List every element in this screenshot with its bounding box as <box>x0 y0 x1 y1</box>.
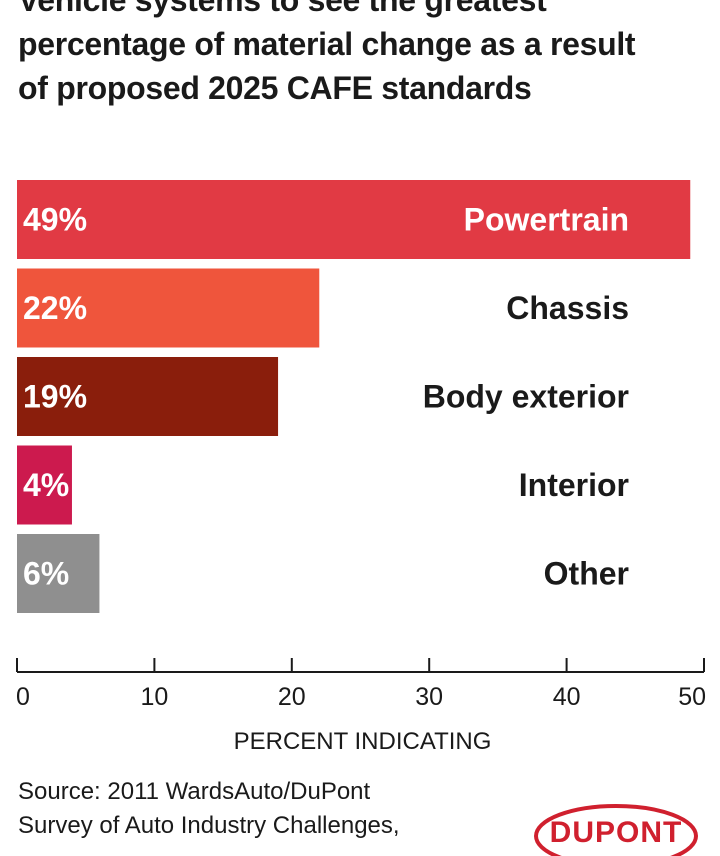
category-label-chassis: Chassis <box>506 290 629 326</box>
category-label-other: Other <box>544 556 629 592</box>
x-tick-label-0: 0 <box>16 683 30 711</box>
bar-chassis <box>17 268 320 348</box>
bar-chart: 49% Powertrain 22% Chassis 19% Body exterior 4… <box>16 180 706 755</box>
x-tick-label-30: 30 <box>415 683 443 711</box>
bar-interior <box>17 445 72 525</box>
category-label-body-exterior: Body exterior <box>423 379 629 415</box>
x-tick-label-50: 50 <box>678 683 706 711</box>
dupont-logo: DUPONT <box>534 804 698 856</box>
data-label-other: 6% <box>23 556 69 592</box>
bar-other <box>17 534 100 613</box>
x-axis-title: PERCENT INDICATING <box>234 728 492 755</box>
data-label-powertrain: 49% <box>23 202 87 238</box>
category-label-powertrain: Powertrain <box>464 202 629 238</box>
source-line-2: Survey of Auto Industry Challenges, <box>18 812 400 839</box>
source-line-1: Source: 2011 WardsAuto/DuPont <box>18 778 371 805</box>
data-label-interior: 4% <box>23 467 69 503</box>
data-label-chassis: 22% <box>23 290 87 326</box>
svg-text:DUPONT: DUPONT <box>550 816 683 849</box>
bar-body-exterior <box>17 357 279 436</box>
chart-title: Vehicle systems to see the greatest perc… <box>18 0 708 110</box>
x-tick-label-20: 20 <box>278 683 306 711</box>
source-note: Source: 2011 WardsAuto/DuPont Survey of … <box>18 775 400 843</box>
chart-title-line-2: percentage of material change as a resul… <box>18 26 636 62</box>
data-label-body-exterior: 19% <box>23 379 87 415</box>
chart-title-line-3: of proposed 2025 CAFE standards <box>18 70 532 106</box>
x-tick-label-40: 40 <box>553 683 581 711</box>
category-label-interior: Interior <box>519 467 629 503</box>
x-tick-label-10: 10 <box>140 683 168 711</box>
bar-powertrain <box>17 180 691 259</box>
chart-title-line-1: Vehicle systems to see the greatest <box>18 0 547 18</box>
